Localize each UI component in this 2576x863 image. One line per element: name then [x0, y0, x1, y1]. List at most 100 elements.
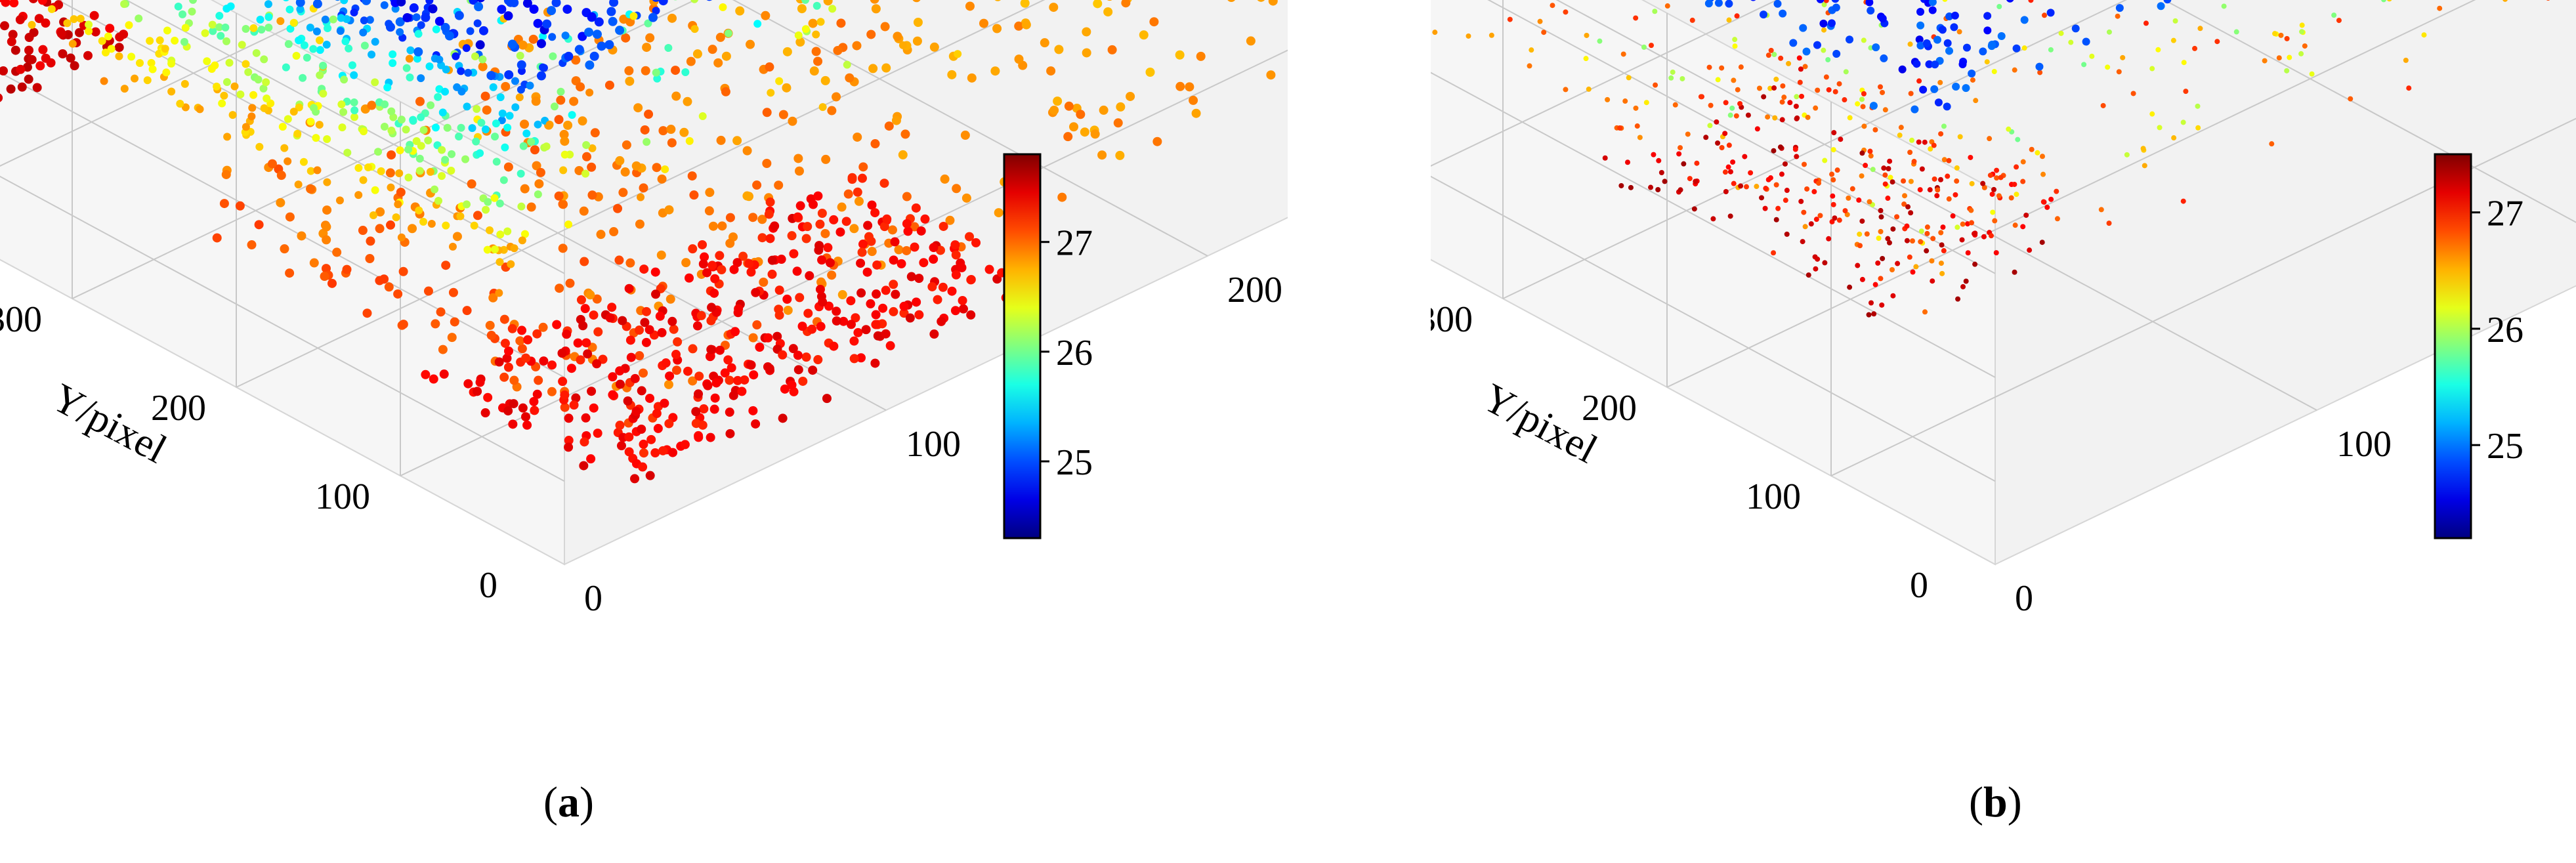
surface-point	[673, 337, 682, 347]
surface-point	[276, 17, 284, 25]
scatter-point	[2195, 125, 2201, 131]
surface-point	[768, 270, 777, 279]
scatter-point	[1563, 9, 1568, 14]
surface-point	[389, 59, 396, 67]
surface-point	[503, 123, 511, 131]
scatter-point	[2269, 141, 2274, 146]
surface-point	[367, 101, 376, 110]
surface-point	[483, 393, 492, 402]
surface-point	[813, 355, 822, 364]
scatter-point	[1958, 134, 1963, 139]
surface-point	[609, 227, 618, 236]
surface-point	[765, 209, 774, 219]
surface-point	[222, 37, 230, 45]
scatter-point	[1939, 271, 1945, 276]
surface-point	[486, 226, 494, 234]
surface-point	[486, 71, 496, 80]
surface-point	[285, 213, 295, 222]
surface-point	[621, 167, 630, 177]
scatter-point	[2331, 12, 2336, 18]
surface-point	[788, 117, 797, 126]
surface-point	[161, 45, 169, 53]
surface-point	[449, 243, 457, 251]
surface-point	[662, 358, 671, 368]
scatter-point	[1913, 264, 1918, 269]
scatter-point	[1899, 125, 1904, 130]
surface-point	[793, 350, 803, 360]
surface-point	[626, 335, 635, 345]
surface-point	[622, 140, 631, 150]
scatter-point	[2336, 18, 2342, 23]
surface-point	[33, 83, 42, 92]
scatter-point	[2105, 64, 2110, 70]
surface-point	[667, 138, 677, 148]
surface-point	[562, 329, 571, 339]
surface-point	[818, 297, 827, 306]
surface-point	[415, 207, 423, 215]
surface-point	[515, 336, 524, 345]
surface-point	[387, 127, 395, 135]
surface-point	[163, 27, 171, 35]
surface-point	[685, 274, 694, 283]
surface-point	[520, 184, 530, 194]
surface-point	[300, 158, 308, 166]
scatter-point	[1848, 115, 1853, 120]
scatter-point	[2277, 55, 2282, 60]
surface-point	[608, 17, 618, 26]
surface-point	[717, 265, 726, 274]
surface-point	[268, 159, 277, 169]
surface-point	[1053, 96, 1062, 106]
scatter-point	[2115, 14, 2121, 19]
surface-point	[473, 211, 482, 220]
scatter-point	[1861, 37, 1867, 43]
surface-point	[371, 78, 379, 86]
surface-point	[992, 24, 1002, 33]
surface-point	[18, 83, 27, 92]
surface-point	[709, 289, 719, 298]
surface-point	[419, 218, 427, 226]
scatter-point	[1584, 56, 1589, 61]
scatter-point	[2143, 20, 2149, 26]
surface-point	[623, 396, 633, 406]
scatter-point	[1897, 133, 1903, 138]
surface-point	[521, 412, 530, 421]
surface-point	[881, 22, 890, 32]
surface-point	[920, 215, 929, 224]
scatter-point	[2120, 55, 2125, 60]
surface-point	[734, 305, 743, 314]
scatter-point	[1489, 33, 1494, 38]
panel-a: 01002003004000100200300400500600252627X/…	[0, 0, 1288, 863]
surface-point	[853, 188, 862, 197]
surface-point	[737, 387, 746, 396]
surface-point	[312, 134, 320, 142]
scatter-point	[1786, 61, 1791, 66]
surface-point	[564, 413, 574, 423]
surface-point	[898, 150, 908, 159]
surface-point	[456, 213, 464, 221]
surface-point	[156, 36, 164, 44]
surface-point	[504, 347, 513, 356]
surface-point	[435, 56, 443, 64]
scatter-point	[1909, 138, 1914, 143]
surface-point	[576, 315, 585, 324]
surface-point	[77, 14, 85, 22]
surface-point	[487, 331, 496, 340]
scatter-point	[1970, 181, 1975, 186]
surface-point	[642, 307, 651, 316]
surface-point	[1049, 106, 1059, 115]
surface-point	[725, 239, 734, 248]
surface-point	[872, 261, 881, 270]
surface-point	[902, 192, 912, 201]
surface-point	[808, 366, 817, 375]
surface-point	[115, 53, 123, 60]
surface-point	[755, 343, 764, 352]
surface-point	[526, 81, 534, 89]
scatter-point	[1957, 29, 1962, 34]
surface-point	[428, 220, 436, 228]
surface-point	[683, 97, 692, 106]
surface-point	[563, 121, 572, 130]
surface-point	[751, 419, 760, 429]
surface-point	[467, 179, 476, 188]
scatter-point	[1859, 96, 1865, 102]
surface-point	[339, 108, 347, 116]
